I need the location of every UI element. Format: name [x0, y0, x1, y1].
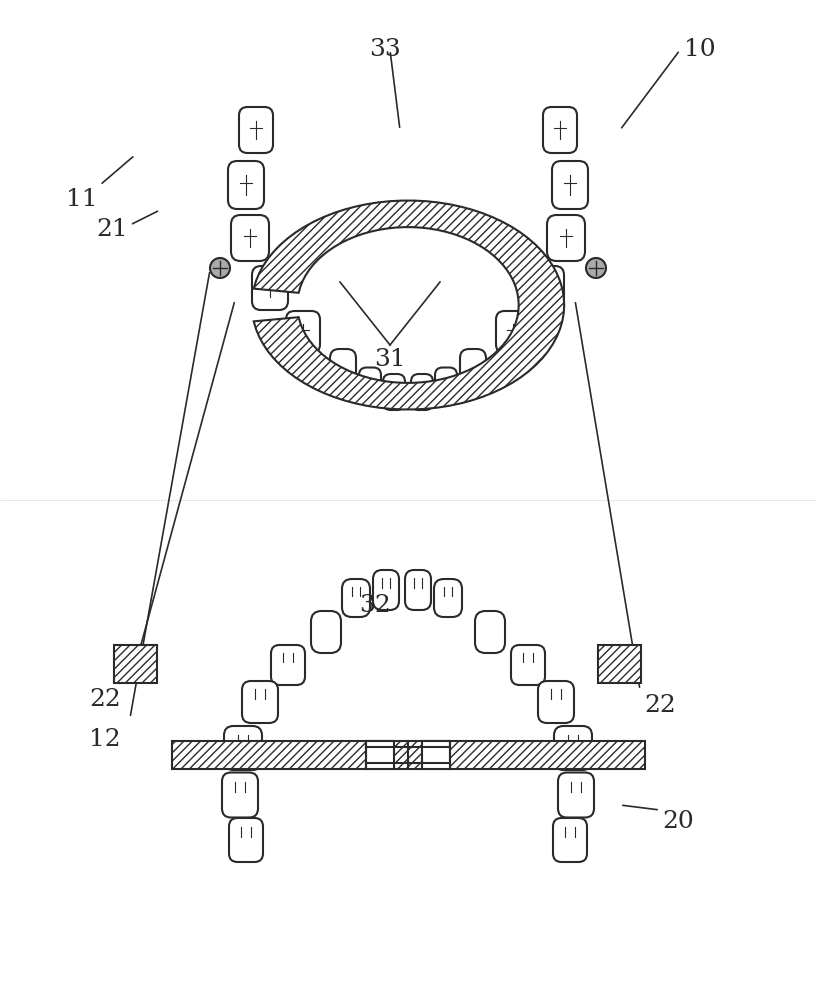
FancyBboxPatch shape	[405, 570, 431, 610]
FancyBboxPatch shape	[222, 772, 258, 818]
FancyBboxPatch shape	[252, 266, 288, 310]
FancyBboxPatch shape	[228, 161, 264, 209]
Bar	[422, 741, 450, 769]
FancyBboxPatch shape	[460, 349, 486, 387]
Bar	[366, 741, 394, 769]
Text: 31: 31	[375, 349, 406, 371]
FancyBboxPatch shape	[311, 611, 341, 653]
FancyBboxPatch shape	[553, 818, 587, 862]
Text: 32: 32	[359, 593, 391, 616]
Text: 22: 22	[644, 694, 676, 716]
Polygon shape	[254, 201, 564, 409]
FancyBboxPatch shape	[242, 681, 278, 723]
Text: 22: 22	[89, 688, 121, 712]
Ellipse shape	[586, 258, 606, 278]
FancyBboxPatch shape	[271, 645, 305, 685]
FancyBboxPatch shape	[224, 726, 262, 770]
FancyBboxPatch shape	[528, 266, 564, 310]
FancyBboxPatch shape	[543, 107, 577, 153]
FancyBboxPatch shape	[330, 349, 356, 387]
FancyBboxPatch shape	[547, 215, 585, 261]
FancyBboxPatch shape	[342, 579, 370, 617]
FancyBboxPatch shape	[475, 611, 505, 653]
FancyBboxPatch shape	[286, 311, 320, 353]
Polygon shape	[598, 645, 641, 683]
Text: 10: 10	[684, 38, 716, 62]
FancyBboxPatch shape	[411, 374, 433, 410]
Text: 33: 33	[369, 38, 401, 62]
FancyBboxPatch shape	[434, 579, 462, 617]
FancyBboxPatch shape	[496, 311, 530, 353]
Ellipse shape	[210, 258, 230, 278]
FancyBboxPatch shape	[231, 215, 269, 261]
FancyBboxPatch shape	[383, 374, 405, 410]
Text: 20: 20	[662, 810, 694, 834]
Text: 11: 11	[66, 188, 98, 212]
FancyBboxPatch shape	[552, 161, 588, 209]
FancyBboxPatch shape	[373, 570, 399, 610]
FancyBboxPatch shape	[359, 367, 381, 402]
Polygon shape	[114, 645, 157, 683]
FancyBboxPatch shape	[229, 818, 263, 862]
Text: 12: 12	[89, 728, 121, 752]
FancyBboxPatch shape	[239, 107, 273, 153]
FancyBboxPatch shape	[538, 681, 574, 723]
FancyBboxPatch shape	[558, 772, 594, 818]
FancyBboxPatch shape	[511, 645, 545, 685]
FancyBboxPatch shape	[554, 726, 592, 770]
Bar	[172, 741, 645, 769]
FancyBboxPatch shape	[435, 367, 457, 402]
Text: 21: 21	[96, 219, 128, 241]
